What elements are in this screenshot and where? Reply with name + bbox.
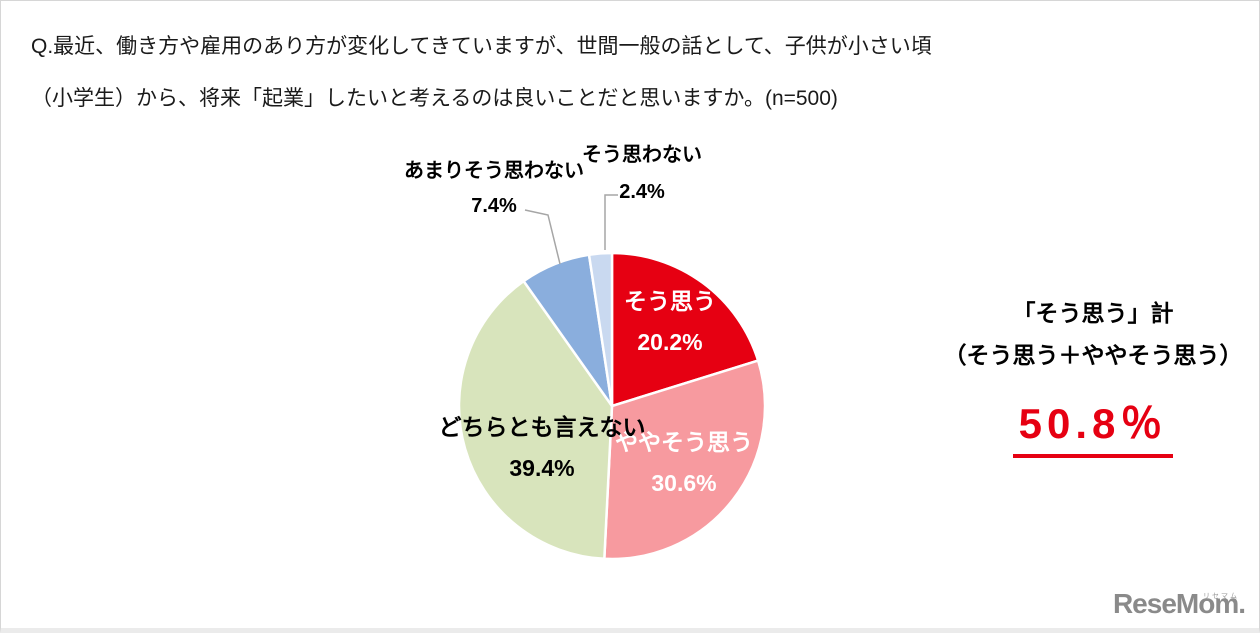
- slice-label-yaya-sou-omou: ややそう思う 30.6%: [615, 422, 753, 504]
- leader-line-sou-omowanai: [604, 194, 618, 250]
- slice-label-sou-omou-pct: 20.2%: [637, 329, 703, 355]
- callout-amari-pct: 7.4%: [471, 195, 517, 217]
- callout-sou-omowanai-pct: 2.4%: [619, 181, 665, 203]
- slice-label-sou-omou: そう思う 20.2%: [624, 281, 716, 363]
- pie-slice-3: [457, 279, 614, 561]
- summary-heading: 「そう思う」計: [1012, 300, 1174, 326]
- callout-amari-sou-omowanai: あまりそう思わない 7.4%: [404, 154, 584, 224]
- callout-amari-label: あまりそう思わない: [404, 160, 584, 182]
- pie-slice-5: [587, 251, 614, 407]
- resemom-logo: リセマム ReseMom.: [1112, 588, 1246, 619]
- question-title-line-1: Q.最近、働き方や雇用のあり方が変化してきていますが、世間一般の話として、子供が…: [31, 35, 932, 58]
- pie-slice-1: [610, 251, 760, 408]
- summary-subheading: （そう思う＋ややそう思う）: [943, 342, 1243, 368]
- resemom-logo-ruby: リセマム: [1203, 593, 1239, 600]
- slice-label-dochira-text: どちらとも言えない: [438, 414, 646, 440]
- slice-label-dochira: どちらとも言えない 39.4%: [439, 407, 646, 489]
- slice-label-sou-omou-text: そう思う: [624, 288, 716, 314]
- question-title-line-2: （小学生）から、将来「起業」したいと考えるのは良いことだと思いますか。(n=50…: [31, 87, 838, 110]
- pie-slices-group: [457, 251, 767, 561]
- summary-total-value: 50.8％: [1012, 390, 1174, 458]
- pie-slice-2: [602, 358, 767, 561]
- resemom-logo-text: ReseMom.: [1112, 588, 1246, 619]
- slice-label-dochira-pct: 39.4%: [509, 455, 575, 481]
- slice-label-yaya-text: ややそう思う: [615, 429, 753, 455]
- callout-sou-omowanai-label: そう思わない: [582, 144, 702, 166]
- question-title: Q.最近、働き方や雇用のあり方が変化してきていますが、世間一般の話として、子供が…: [31, 21, 932, 125]
- leader-line-amari-sou-omowanai: [524, 209, 561, 265]
- callout-sou-omowanai: そう思わない 2.4%: [582, 137, 702, 211]
- slice-label-yaya-pct: 30.6%: [651, 470, 717, 496]
- summary-panel: 「そう思う」計 （そう思う＋ややそう思う） 50.8％: [933, 292, 1253, 458]
